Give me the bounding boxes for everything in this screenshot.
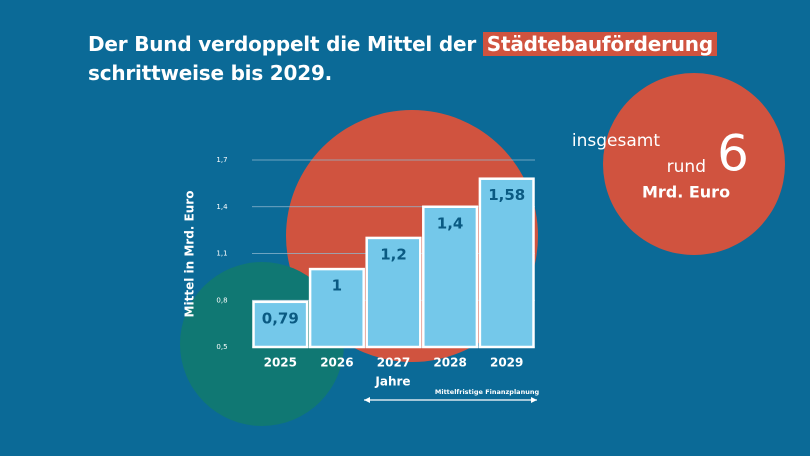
x-tick-label: 2025: [264, 356, 297, 370]
y-axis-label: Mittel in Mrd. Euro: [183, 191, 197, 318]
bar: [252, 300, 309, 349]
value-label: 1,4: [437, 214, 464, 232]
x-tick-label: 2026: [320, 356, 353, 370]
x-tick-label: 2027: [377, 356, 410, 370]
total-value: 6: [717, 125, 749, 183]
value-label: 1,58: [488, 186, 525, 204]
total-circle: [603, 73, 785, 255]
total-word: rund: [667, 157, 706, 177]
value-label: 0,79: [262, 309, 299, 327]
total-prefix: insgesamt: [572, 131, 660, 151]
x-tick-label: 2029: [490, 356, 523, 370]
y-tick-label: 1,7: [216, 156, 227, 164]
y-tick-label: 0,8: [216, 296, 227, 304]
total-unit: Mrd. Euro: [642, 183, 730, 202]
title: Der Bund verdoppelt die Mittel der Städt…: [88, 30, 717, 88]
value-label: 1,2: [380, 245, 407, 263]
title-text: Der Bund verdoppelt die Mittel der: [88, 32, 483, 56]
bar: [308, 267, 365, 349]
y-tick-label: 1,4: [216, 203, 228, 211]
y-tick-label: 0,5: [216, 343, 227, 351]
x-axis-label: Jahre: [374, 375, 410, 389]
bar: [422, 205, 479, 349]
y-tick-label: 1,1: [216, 250, 227, 258]
title-highlight: Städtebauförderung: [482, 32, 717, 56]
value-label: 1: [332, 277, 342, 295]
title-text: schrittweise bis 2029.: [88, 61, 333, 85]
planning-label: Mittelfristige Finanzplanung: [435, 388, 540, 396]
bar: [365, 236, 422, 349]
bar: [478, 177, 535, 349]
x-tick-label: 2028: [433, 356, 466, 370]
